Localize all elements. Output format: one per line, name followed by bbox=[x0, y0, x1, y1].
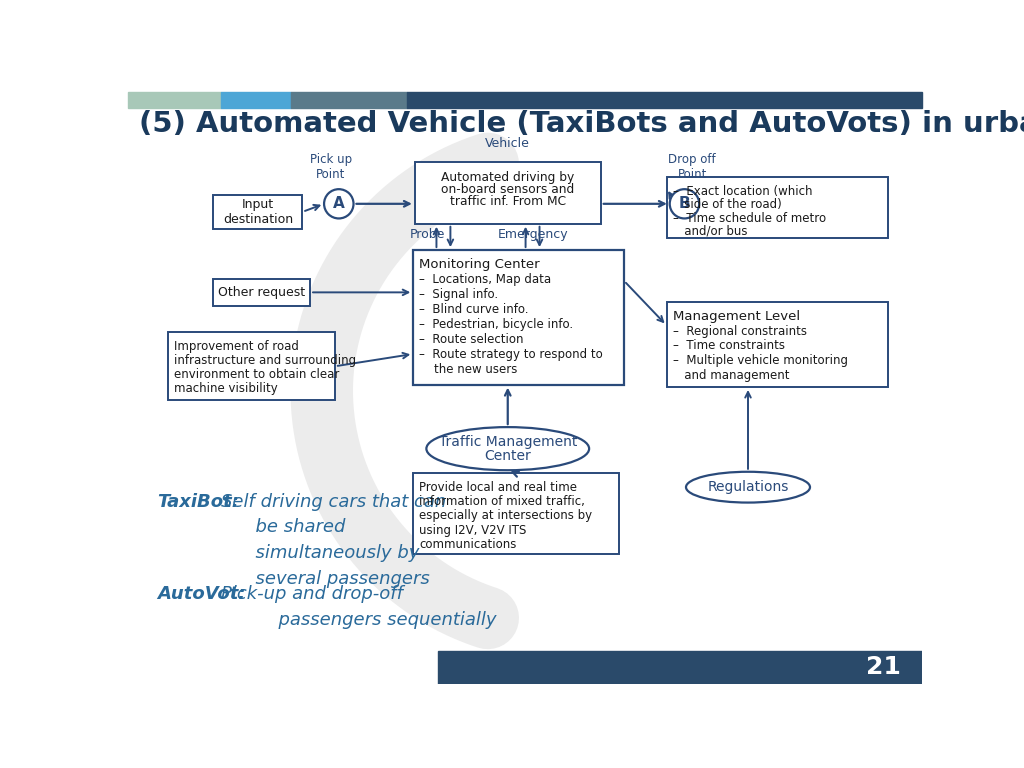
Text: Other request: Other request bbox=[218, 286, 305, 299]
Ellipse shape bbox=[426, 427, 589, 470]
Bar bbox=[291, 92, 407, 108]
Text: –  Route selection: – Route selection bbox=[420, 333, 524, 346]
Text: traffic inf. From MC: traffic inf. From MC bbox=[450, 194, 566, 207]
Text: Monitoring Center: Monitoring Center bbox=[420, 258, 540, 270]
Text: –  Blind curve info.: – Blind curve info. bbox=[420, 303, 529, 316]
Text: –  Locations, Map data: – Locations, Map data bbox=[420, 273, 552, 286]
Text: TaxiBot:: TaxiBot: bbox=[157, 492, 239, 511]
FancyBboxPatch shape bbox=[168, 333, 335, 400]
Text: Provide local and real time: Provide local and real time bbox=[420, 481, 578, 494]
FancyBboxPatch shape bbox=[414, 473, 618, 554]
FancyBboxPatch shape bbox=[667, 177, 888, 238]
Text: Center: Center bbox=[484, 449, 531, 462]
Text: –  Route strategy to respond to: – Route strategy to respond to bbox=[420, 348, 603, 361]
Bar bbox=[407, 92, 922, 108]
Text: –  Time schedule of metro: – Time schedule of metro bbox=[673, 211, 826, 224]
Text: Input
destination: Input destination bbox=[223, 198, 293, 226]
Text: communications: communications bbox=[420, 538, 517, 551]
Text: Improvement of road: Improvement of road bbox=[174, 340, 299, 353]
Text: –  Exact location (which: – Exact location (which bbox=[673, 184, 812, 197]
Text: especially at intersections by: especially at intersections by bbox=[420, 509, 593, 522]
Text: A: A bbox=[333, 197, 345, 211]
Text: Regulations: Regulations bbox=[708, 480, 788, 494]
Text: Self driving cars that can
      be shared
      simultaneously by
      several: Self driving cars that can be shared sim… bbox=[221, 492, 446, 588]
FancyBboxPatch shape bbox=[415, 162, 601, 223]
Text: machine visibility: machine visibility bbox=[174, 382, 278, 395]
FancyBboxPatch shape bbox=[414, 250, 624, 385]
Text: Emergency: Emergency bbox=[498, 228, 568, 241]
Ellipse shape bbox=[324, 189, 353, 218]
FancyBboxPatch shape bbox=[667, 303, 888, 387]
Text: Automated driving by: Automated driving by bbox=[441, 171, 574, 184]
Text: side of the road): side of the road) bbox=[673, 198, 781, 211]
Text: using I2V, V2V ITS: using I2V, V2V ITS bbox=[420, 524, 526, 537]
Ellipse shape bbox=[670, 189, 699, 218]
Bar bbox=[438, 651, 922, 684]
Text: Traffic Management: Traffic Management bbox=[438, 435, 577, 449]
Text: –  Time constraints: – Time constraints bbox=[673, 339, 784, 353]
Bar bbox=[128, 92, 221, 108]
Text: Vehicle: Vehicle bbox=[485, 137, 530, 150]
Text: –  Pedestrian, bicycle info.: – Pedestrian, bicycle info. bbox=[420, 318, 573, 331]
Text: environment to obtain clear: environment to obtain clear bbox=[174, 368, 339, 381]
Text: Probe: Probe bbox=[410, 228, 444, 241]
Text: –  Regional constraints: – Regional constraints bbox=[673, 325, 807, 338]
Text: Management Level: Management Level bbox=[673, 310, 800, 323]
FancyBboxPatch shape bbox=[213, 279, 310, 306]
Text: –  Multiple vehicle monitoring: – Multiple vehicle monitoring bbox=[673, 354, 848, 367]
Text: Pick up
Point: Pick up Point bbox=[310, 153, 352, 180]
Text: 21: 21 bbox=[866, 655, 901, 680]
Text: and/or bus: and/or bus bbox=[673, 225, 748, 238]
Text: on-board sensors and: on-board sensors and bbox=[441, 183, 574, 196]
Text: Drop off
Point: Drop off Point bbox=[669, 153, 716, 180]
Text: infrastructure and surrounding: infrastructure and surrounding bbox=[174, 354, 356, 367]
Text: the new users: the new users bbox=[420, 362, 518, 376]
Text: B: B bbox=[679, 197, 690, 211]
Text: –  Signal info.: – Signal info. bbox=[420, 288, 499, 301]
Text: AutoVot:: AutoVot: bbox=[157, 585, 246, 603]
Bar bbox=[221, 92, 291, 108]
Ellipse shape bbox=[686, 472, 810, 502]
Text: Pick-up and drop-off
          passengers sequentially: Pick-up and drop-off passengers sequenti… bbox=[221, 585, 497, 629]
Text: (5) Automated Vehicle (TaxiBots and AutoVots) in urban area: (5) Automated Vehicle (TaxiBots and Auto… bbox=[139, 110, 1024, 137]
Text: information of mixed traffic,: information of mixed traffic, bbox=[420, 495, 586, 508]
Text: and management: and management bbox=[673, 369, 790, 382]
FancyBboxPatch shape bbox=[213, 194, 302, 229]
